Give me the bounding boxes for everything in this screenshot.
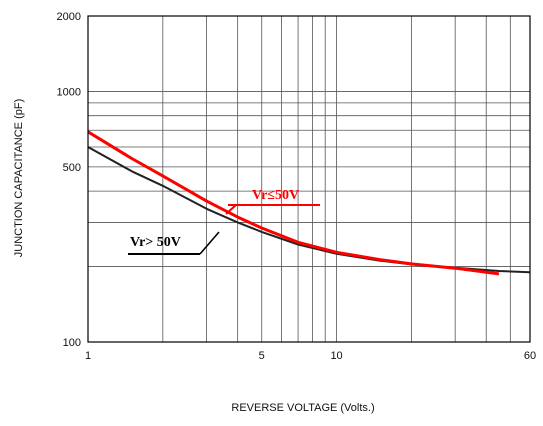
- tick-labels: 1 5 10 60 100 500 1000 2000: [57, 11, 537, 362]
- annotation-red-leader: [225, 204, 237, 215]
- y-tick-label: 500: [63, 162, 81, 174]
- series-layer: [87, 130, 531, 276]
- annotation-black-label: Vr> 50V: [130, 235, 181, 250]
- y-axis-title: JUNCTION CAPACITANCE (pF): [13, 99, 25, 258]
- x-tick-label: 5: [259, 350, 265, 362]
- annotation-red-group: Vr≤50V: [225, 188, 320, 215]
- y-tick-label: 100: [63, 337, 81, 349]
- x-tick-label: 10: [330, 350, 342, 362]
- series-line-vr-le-50v: [87, 130, 500, 276]
- y-tick-label: 2000: [57, 11, 81, 23]
- annotation-red-label: Vr≤50V: [252, 188, 299, 203]
- plot-frame: [87, 15, 531, 343]
- grid-lines: [88, 16, 530, 342]
- y-tick-label: 1000: [57, 86, 81, 98]
- annotation-black-group: Vr> 50V: [128, 231, 220, 255]
- x-tick-label: 60: [524, 350, 536, 362]
- annotation-black-leader: [199, 231, 220, 255]
- x-axis-title: REVERSE VOLTAGE (Volts.): [231, 402, 374, 414]
- x-tick-label: 1: [85, 350, 91, 362]
